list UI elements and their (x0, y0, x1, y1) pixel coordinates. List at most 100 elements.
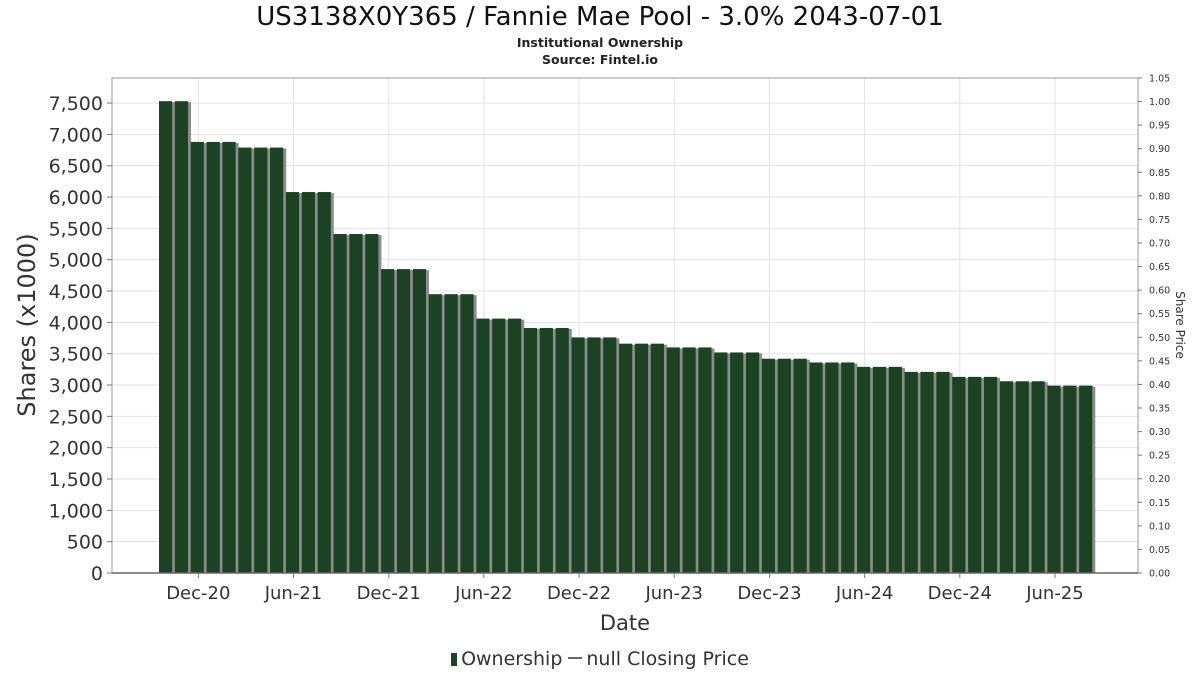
ownership-bar (365, 234, 379, 573)
ownership-bar (206, 141, 220, 574)
ownership-bar (571, 337, 585, 573)
ownership-bar (841, 362, 855, 573)
y-axis-label: Shares (x1000) (13, 233, 41, 416)
y-tick-label: 1,500 (49, 469, 103, 491)
y2-tick-label: 0.15 (1149, 498, 1170, 509)
ownership-bar (730, 352, 744, 573)
ownership-bar (968, 376, 982, 573)
ownership-bars (159, 101, 1096, 574)
ownership-bar (476, 318, 490, 573)
ownership-bar (508, 318, 522, 573)
legend-ownership: Ownership (461, 648, 563, 670)
ownership-bar (333, 234, 347, 573)
ownership-bar (555, 328, 569, 573)
x-tick-label: Jun-25 (1025, 583, 1084, 604)
y2-tick-label: 0.60 (1149, 286, 1170, 297)
ownership-bar (936, 371, 950, 573)
ownership-legend-swatch (451, 653, 458, 666)
ownership-bar (1047, 385, 1061, 573)
x-tick-label: Dec-23 (737, 583, 801, 604)
ownership-bar (603, 337, 617, 573)
ownership-bar (999, 381, 1013, 573)
y-tick-label: 6,000 (49, 187, 103, 209)
ownership-bar (539, 328, 553, 573)
y2-tick-label: 0.05 (1149, 545, 1170, 556)
ownership-bar (761, 358, 776, 573)
ownership-bar (1063, 385, 1077, 573)
x-axis-ticks: Dec-20 Jun-21 Dec-21 Jun-22 Dec-22 Jun-23 Dec-… (166, 573, 1084, 604)
x-tick-label: Dec-24 (928, 583, 992, 604)
ownership-bar (254, 147, 268, 573)
ownership-bar (952, 376, 966, 573)
ownership-bar (650, 343, 664, 573)
y2-tick-label: 0.40 (1149, 380, 1170, 391)
ownership-bar (428, 294, 442, 573)
ownership-bar (523, 328, 538, 573)
ownership-bar (381, 269, 395, 573)
y-axis-ticks: 0 500 1,000 1,500 2,000 2,500 3,000 3,500 4,000 4… (49, 93, 112, 585)
chart-legend: Ownership null Closing Price (0, 648, 1200, 670)
y-tick-label: 7,500 (49, 93, 103, 115)
ownership-bar (983, 376, 998, 573)
y-tick-label: 5,000 (49, 250, 103, 272)
ownership-bar (825, 362, 839, 573)
chart-subtitle: Institutional Ownership (516, 35, 684, 50)
y-tick-label: 4,500 (49, 281, 103, 303)
y-tick-label: 1,000 (49, 500, 103, 522)
y-tick-label: 0 (91, 563, 103, 585)
ownership-bar (444, 294, 458, 573)
y2-tick-label: 1.00 (1149, 97, 1170, 108)
x-tick-label: Dec-20 (166, 583, 230, 604)
ownership-bar (920, 371, 934, 573)
y-tick-label: 4,000 (49, 312, 103, 334)
ownership-bar (285, 192, 300, 574)
ownership-bar (857, 366, 871, 573)
x-tick-label: Jun-24 (835, 583, 894, 604)
y2-tick-label: 0.10 (1149, 521, 1170, 532)
y2-tick-label: 0.30 (1149, 427, 1170, 438)
y2-tick-label: 0.00 (1149, 569, 1170, 580)
x-tick-label: Dec-21 (357, 583, 421, 604)
y2-tick-label: 0.70 (1149, 239, 1170, 250)
chart-title: US3138X0Y365 / Fannie Mae Pool - 3.0% 20… (256, 2, 944, 32)
y-tick-label: 5,500 (49, 218, 103, 240)
ownership-bar (619, 343, 633, 573)
y2-tick-label: 0.95 (1149, 121, 1170, 132)
ownership-bar (682, 347, 696, 573)
ownership-bar (587, 337, 601, 573)
x-tick-label: Jun-22 (454, 583, 513, 604)
ownership-bar (888, 366, 902, 573)
ownership-bar (1079, 385, 1093, 573)
y2-tick-label: 0.25 (1149, 451, 1170, 462)
chart-source: Source: Fintel.io (542, 52, 658, 67)
y2-tick-label: 0.50 (1149, 333, 1170, 344)
y-tick-label: 7,000 (49, 124, 103, 146)
x-tick-label: Jun-23 (644, 583, 703, 604)
y-tick-label: 3,500 (49, 344, 103, 366)
ownership-bar (190, 141, 204, 574)
ownership-bar (270, 147, 284, 573)
x-axis-label: Date (600, 611, 650, 635)
y-tick-label: 2,000 (49, 438, 103, 460)
ownership-bar (317, 192, 331, 574)
ownership-bar (809, 362, 823, 573)
ownership-bar (301, 192, 315, 574)
ownership-bar (396, 269, 411, 573)
ownership-bar (349, 234, 363, 573)
y2-tick-label: 0.75 (1149, 215, 1170, 226)
y-tick-label: 3,000 (49, 375, 103, 397)
ownership-bar (159, 101, 173, 574)
ownership-bar (793, 358, 807, 573)
legend-price: null Closing Price (586, 648, 749, 670)
x-tick-label: Jun-21 (264, 583, 323, 604)
y2-tick-label: 0.35 (1149, 404, 1170, 415)
ownership-bar (492, 318, 506, 573)
ownership-bar (1015, 381, 1029, 573)
ownership-bar (238, 147, 252, 573)
ownership-bar (666, 347, 680, 573)
ownership-bar (872, 366, 887, 573)
ownership-bar (714, 352, 728, 573)
ownership-bar (745, 352, 760, 573)
y2-tick-label: 1.05 (1149, 74, 1170, 85)
